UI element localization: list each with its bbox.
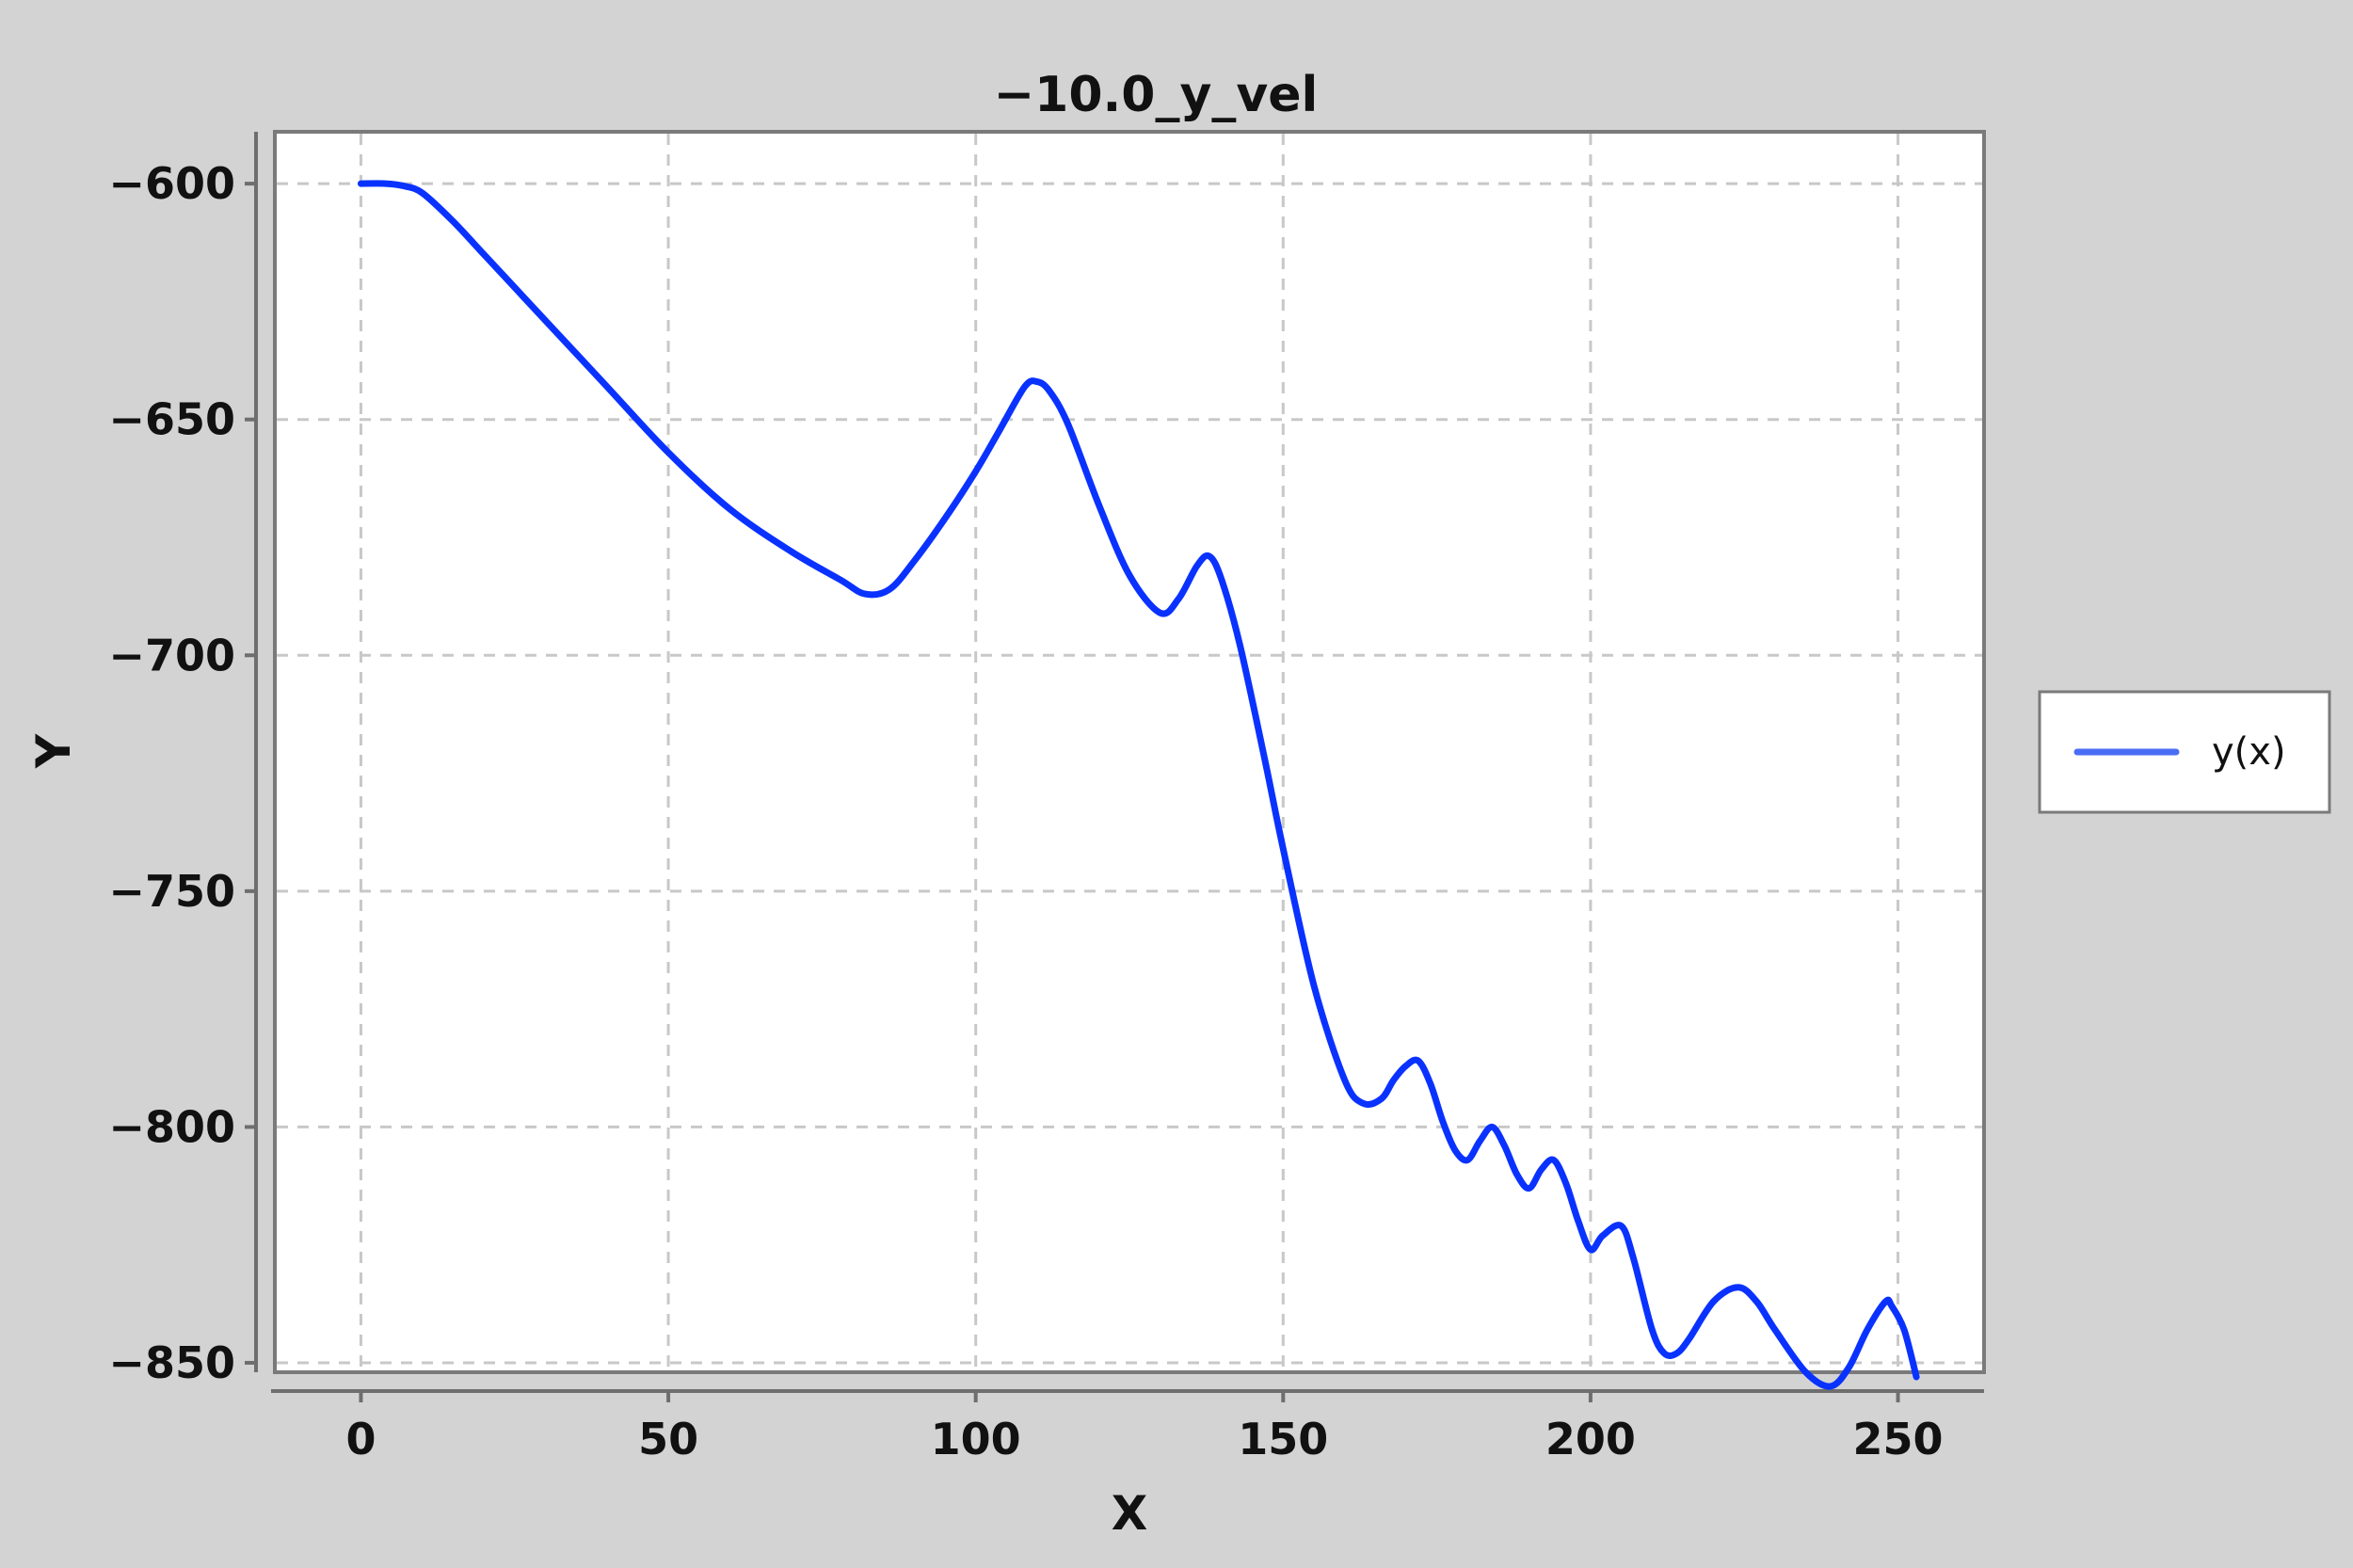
y-axis-ticks: −600 −650 −700 −750 −800 −850 bbox=[108, 158, 256, 1388]
x-tick-label: 150 bbox=[1238, 1414, 1328, 1464]
y-tick-label: −600 bbox=[108, 158, 235, 209]
plot-area bbox=[273, 130, 1986, 1374]
chart-title: −10.0_y_vel bbox=[994, 67, 1319, 123]
x-tick-label: 250 bbox=[1853, 1414, 1944, 1464]
x-tick-label: 200 bbox=[1545, 1414, 1636, 1464]
x-tick-label: 0 bbox=[345, 1414, 376, 1464]
y-tick-label: −750 bbox=[108, 866, 235, 917]
series-line-y-of-x bbox=[358, 180, 1920, 1390]
x-tick-label: 100 bbox=[931, 1414, 1021, 1464]
x-tick-label: 50 bbox=[638, 1414, 698, 1464]
y-tick-label: −850 bbox=[108, 1337, 235, 1388]
x-axis-label: X bbox=[1112, 1486, 1148, 1541]
y-tick-label: −800 bbox=[108, 1101, 235, 1152]
series-layer bbox=[358, 180, 1920, 1390]
legend-label-y-of-x: y(x) bbox=[2212, 730, 2286, 774]
legend: y(x) bbox=[2038, 690, 2331, 814]
x-axis-ticks: 0 50 100 150 200 250 bbox=[345, 1391, 1944, 1464]
y-tick-label: −700 bbox=[108, 630, 235, 680]
y-tick-label: −650 bbox=[108, 394, 235, 445]
y-axis-label: Y bbox=[26, 733, 81, 769]
grid bbox=[277, 134, 1982, 1370]
